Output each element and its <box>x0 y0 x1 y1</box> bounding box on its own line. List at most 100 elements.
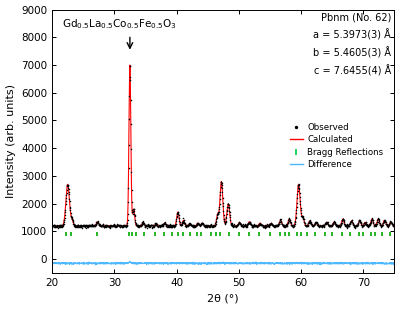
Point <box>91 223 97 228</box>
Point <box>363 220 369 225</box>
Point <box>241 224 248 229</box>
Point <box>221 218 228 223</box>
Point <box>130 210 136 215</box>
Point <box>268 221 275 226</box>
Point <box>286 217 292 222</box>
Point <box>280 223 287 228</box>
Point <box>281 225 288 230</box>
Point <box>154 224 160 229</box>
Point <box>304 224 310 229</box>
Point <box>119 223 126 228</box>
Point <box>365 225 371 230</box>
Point <box>266 223 272 228</box>
Point <box>124 223 130 228</box>
Point <box>74 223 80 228</box>
Point <box>70 221 77 226</box>
Point <box>55 224 62 229</box>
Point <box>368 220 374 225</box>
Point <box>179 220 185 225</box>
Point <box>102 224 108 229</box>
Point <box>143 224 149 229</box>
Point <box>168 224 174 229</box>
Point <box>208 223 215 228</box>
Point <box>218 184 224 189</box>
Point <box>166 223 173 228</box>
Point <box>230 223 236 228</box>
Point <box>276 222 282 226</box>
Point <box>176 213 182 218</box>
Point <box>224 207 230 212</box>
Point <box>233 223 239 228</box>
Point <box>192 224 198 229</box>
Point <box>118 225 125 230</box>
Point <box>66 197 72 202</box>
Point <box>268 220 274 225</box>
Point <box>120 225 126 230</box>
Point <box>160 222 167 226</box>
Point <box>88 223 95 228</box>
Point <box>350 222 356 226</box>
Point <box>282 224 289 229</box>
Point <box>74 224 81 229</box>
Point <box>102 224 108 229</box>
Point <box>196 222 202 227</box>
Point <box>178 222 184 227</box>
Point <box>108 224 114 229</box>
Point <box>202 222 208 227</box>
Point <box>201 224 208 229</box>
Point <box>127 63 133 68</box>
Point <box>389 221 395 226</box>
Point <box>278 219 284 224</box>
Point <box>184 224 190 229</box>
Point <box>254 224 260 229</box>
Point <box>142 223 149 228</box>
Point <box>202 224 208 229</box>
Point <box>359 224 365 229</box>
Point <box>221 216 228 221</box>
Point <box>211 224 218 229</box>
Point <box>258 222 264 227</box>
Point <box>240 224 246 229</box>
Point <box>352 224 359 229</box>
Point <box>148 225 155 230</box>
Point <box>94 220 100 225</box>
Point <box>219 189 226 194</box>
Point <box>183 224 190 229</box>
Point <box>98 223 104 228</box>
Point <box>285 217 292 222</box>
Point <box>204 224 211 229</box>
Point <box>266 222 273 227</box>
Point <box>184 223 190 228</box>
Point <box>304 222 310 227</box>
Point <box>208 224 215 229</box>
Point <box>110 223 116 228</box>
Point <box>334 223 341 228</box>
Point <box>242 223 248 228</box>
Point <box>224 205 231 210</box>
Point <box>190 223 196 228</box>
Point <box>318 223 325 228</box>
Point <box>325 220 331 225</box>
Point <box>236 220 242 225</box>
Point <box>162 221 169 226</box>
Point <box>296 183 302 188</box>
Point <box>211 222 217 227</box>
Point <box>372 224 379 229</box>
Point <box>242 221 248 226</box>
Point <box>352 224 358 229</box>
Point <box>311 222 317 227</box>
Point <box>161 220 168 225</box>
Point <box>119 223 125 228</box>
Point <box>297 198 303 203</box>
Point <box>151 223 158 228</box>
Point <box>378 223 385 228</box>
Point <box>345 224 351 229</box>
Point <box>92 223 98 228</box>
Point <box>189 223 195 228</box>
Point <box>171 223 178 228</box>
Point <box>114 224 120 229</box>
Point <box>137 224 143 229</box>
Point <box>123 222 130 227</box>
Point <box>110 222 117 227</box>
Point <box>240 224 246 229</box>
